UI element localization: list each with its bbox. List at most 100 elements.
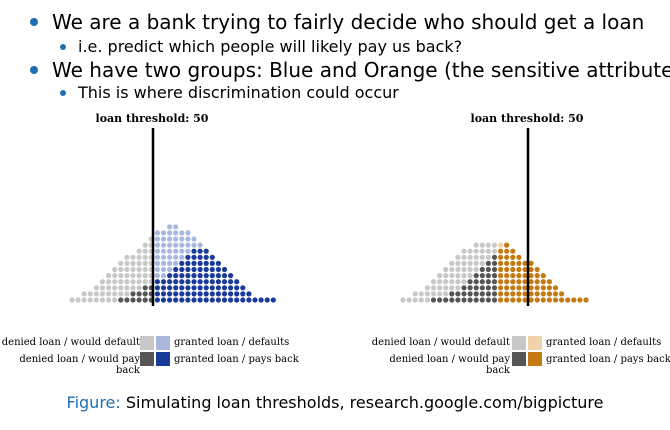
applicant-dot	[154, 285, 160, 291]
applicant-dot	[443, 291, 449, 297]
applicant-dot	[461, 291, 467, 297]
applicant-dot	[437, 291, 443, 297]
legend-denied-default-swatch	[512, 336, 526, 350]
applicant-dot	[130, 285, 136, 291]
applicant-dot	[418, 297, 424, 303]
applicant-dot	[559, 297, 565, 303]
applicant-dot	[197, 266, 203, 273]
applicant-dot	[491, 242, 498, 248]
applicant-dot	[99, 291, 106, 297]
applicant-dot	[412, 297, 418, 303]
applicant-dot	[136, 297, 142, 303]
applicant-dot	[510, 254, 516, 260]
applicant-dot	[491, 254, 498, 260]
applicant-dot	[498, 248, 504, 254]
applicant-dot	[430, 285, 437, 291]
applicant-dot	[510, 248, 516, 254]
applicant-dot	[203, 254, 209, 260]
applicant-dot	[209, 297, 215, 303]
applicant-dot	[540, 297, 546, 303]
legend-granted-default-label: granted loan / defaults	[546, 337, 662, 348]
applicant-dot	[118, 291, 124, 297]
applicant-dot	[516, 266, 522, 273]
applicant-dot	[485, 291, 491, 297]
applicant-dot	[112, 297, 118, 303]
applicant-dot	[112, 285, 118, 291]
applicant-dot	[449, 291, 455, 297]
applicant-dot	[479, 260, 485, 266]
applicant-dot	[491, 297, 498, 303]
applicant-dot	[154, 260, 160, 266]
bullet-2-text: We have two groups: Blue and Orange (the…	[52, 58, 670, 82]
applicant-dot	[179, 285, 185, 291]
applicant-dot	[583, 297, 589, 303]
applicant-dot	[449, 297, 455, 303]
applicant-dot	[479, 297, 485, 303]
applicant-dot	[491, 266, 498, 273]
orange-simulation: loan threshold: 50 denied loan / would d…	[335, 108, 670, 376]
orange-dot-histogram	[400, 128, 589, 306]
applicant-dot	[528, 273, 534, 279]
applicant-dot	[400, 297, 406, 303]
applicant-dot	[179, 260, 185, 266]
applicant-dot	[197, 285, 203, 291]
applicant-dot	[112, 266, 118, 273]
applicant-dot	[479, 242, 485, 248]
applicant-dot	[473, 273, 479, 279]
applicant-dot	[167, 266, 173, 273]
applicant-dot	[167, 230, 173, 236]
applicant-dot	[437, 285, 443, 291]
applicant-dot	[443, 297, 449, 303]
applicant-dot	[534, 291, 540, 297]
applicant-dot	[191, 254, 197, 260]
applicant-dot	[461, 248, 467, 254]
applicant-dot	[498, 242, 504, 248]
applicant-dot	[118, 273, 124, 279]
applicant-dot	[479, 279, 485, 285]
applicant-dot	[473, 279, 479, 285]
applicant-dot	[87, 297, 93, 303]
threshold-label: loan threshold: 50	[95, 112, 209, 125]
applicant-dot	[449, 279, 455, 285]
applicant-dot	[467, 273, 473, 279]
applicant-dot	[185, 260, 191, 266]
applicant-dot	[179, 236, 185, 242]
applicant-dot	[167, 254, 173, 260]
applicant-dot	[142, 291, 148, 297]
applicant-dot	[124, 254, 130, 260]
applicant-dot	[246, 297, 252, 303]
applicant-dot	[167, 279, 173, 285]
applicant-dot	[479, 248, 485, 254]
applicant-dot	[154, 242, 160, 248]
applicant-dot	[461, 285, 467, 291]
applicant-dot	[479, 285, 485, 291]
applicant-dot	[203, 291, 209, 297]
legend-denied-default-label: denied loan / would default	[1, 337, 140, 348]
applicant-dot	[516, 291, 522, 297]
applicant-dot	[173, 266, 179, 273]
applicant-dot	[215, 260, 221, 266]
applicant-dot	[504, 260, 510, 266]
applicant-dot	[221, 266, 228, 273]
applicant-dot	[154, 279, 160, 285]
applicant-dot	[516, 297, 522, 303]
applicant-dot	[228, 297, 234, 303]
applicant-dot	[491, 279, 498, 285]
applicant-dot	[491, 248, 498, 254]
applicant-dot	[173, 224, 179, 230]
applicant-dot	[75, 297, 81, 303]
applicant-dot	[534, 285, 540, 291]
applicant-dot	[215, 279, 221, 285]
applicant-dot	[443, 266, 449, 273]
applicant-dot	[179, 297, 185, 303]
applicant-dot	[461, 266, 467, 273]
applicant-dot	[154, 273, 160, 279]
applicant-dot	[461, 254, 467, 260]
applicant-dot	[479, 273, 485, 279]
applicant-dot	[467, 248, 473, 254]
applicant-dot	[228, 285, 234, 291]
applicant-dot	[173, 285, 179, 291]
applicant-dot	[93, 291, 99, 297]
applicant-dot	[516, 254, 522, 260]
applicant-dot	[142, 279, 148, 285]
